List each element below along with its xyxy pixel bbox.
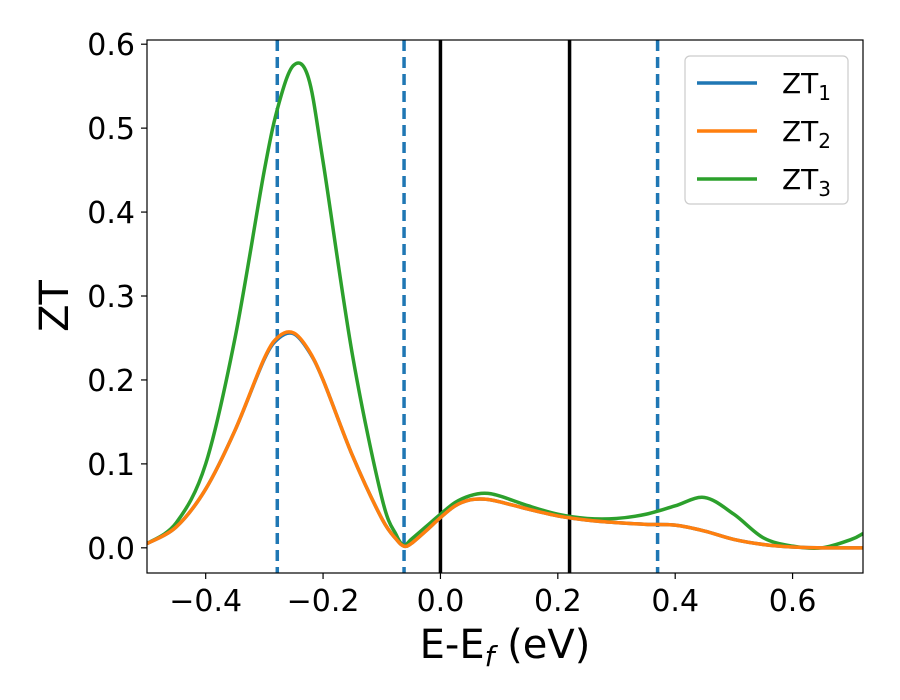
y-tick-label: 0.6 <box>87 28 135 63</box>
x-axis-label: E-Ef (eV) <box>420 622 591 673</box>
y-tick-label: 0.2 <box>87 364 135 399</box>
series-line-zt3 <box>147 61 863 551</box>
legend-box <box>684 55 849 205</box>
x-tick-label: −0.4 <box>169 584 242 619</box>
x-tick-label: 0.0 <box>417 584 465 619</box>
legend-label-zt1: ZT1 <box>782 67 831 105</box>
legend-label-zt3: ZT3 <box>782 163 831 201</box>
y-tick-label: 0.3 <box>87 280 135 315</box>
y-tick-label: 0.5 <box>87 112 135 147</box>
y-tick-label: 0.0 <box>87 532 135 567</box>
x-tick-label: −0.2 <box>287 584 360 619</box>
axis-ticks: −0.4 −0.2 0.0 0.2 0.4 0.6 0.0 0.1 0.2 0.3 0.4 0.5 0.… <box>87 28 816 619</box>
series-line-zt2 <box>147 330 863 550</box>
legend: ZT1 ZT2 ZT3 <box>684 55 849 205</box>
plot-area <box>146 39 864 574</box>
plot-frame <box>146 39 864 574</box>
y-tick-label: 0.4 <box>87 196 135 231</box>
x-tick-label: 0.6 <box>769 584 817 619</box>
x-tick-label: 0.4 <box>651 584 699 619</box>
legend-label-zt2: ZT2 <box>782 115 831 153</box>
y-axis-label: ZT <box>32 280 78 332</box>
series-line-zt1 <box>147 331 863 550</box>
y-tick-label: 0.1 <box>87 448 135 483</box>
x-tick-label: 0.2 <box>534 584 582 619</box>
